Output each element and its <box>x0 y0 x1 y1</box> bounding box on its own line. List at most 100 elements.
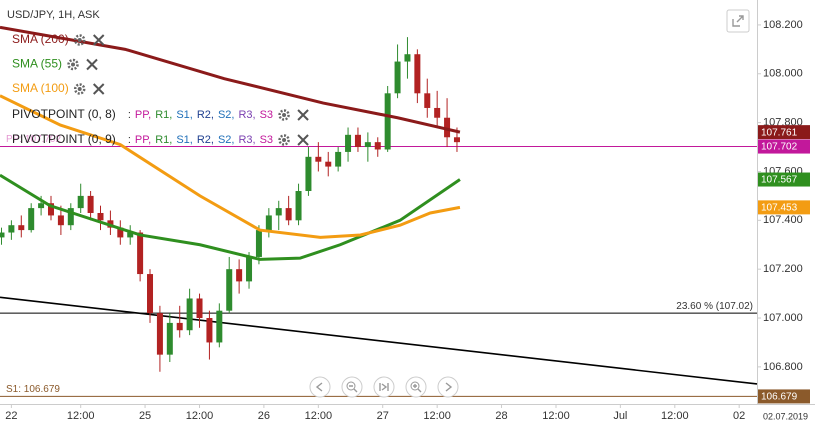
pivot-name[interactable]: PIVOTPOINT (0, 8) <box>12 107 116 121</box>
date-label: 02.07.2019 <box>763 411 808 421</box>
level-label: S1: 106.679 <box>6 384 60 395</box>
pivot-level: S3 <box>260 109 273 121</box>
price-label-box <box>758 389 810 404</box>
legend-settings[interactable] <box>73 34 86 46</box>
candle-body <box>404 54 411 62</box>
candle-body <box>265 215 272 231</box>
candle-body <box>295 191 302 221</box>
candle-body <box>156 313 163 355</box>
y-tick-label: 108.000 <box>763 68 803 80</box>
pivot-remove[interactable] <box>297 134 309 146</box>
gear <box>67 58 79 71</box>
candle-body <box>87 195 94 213</box>
gear-hub <box>77 87 82 91</box>
candle-body <box>28 208 35 231</box>
x-icon <box>297 109 309 121</box>
legend-entry[interactable]: SMA (55) <box>12 57 62 71</box>
pivot-level: S2, <box>218 134 235 146</box>
y-tick-label: 107.400 <box>763 214 803 226</box>
candle-body <box>226 269 233 311</box>
pivot-remove[interactable] <box>297 109 309 121</box>
pivot-level: PP, <box>135 134 151 146</box>
gear <box>278 134 290 146</box>
candle-body <box>255 230 262 257</box>
candle-body <box>364 142 371 148</box>
legend-remove[interactable] <box>92 34 105 46</box>
candle-body <box>335 151 342 167</box>
candle-body <box>434 107 441 118</box>
gear <box>73 83 86 95</box>
pivot-level: S1, <box>176 134 193 146</box>
scroll-left-button[interactable] <box>309 376 331 398</box>
candle-body <box>236 269 243 282</box>
pivot-level: R3, <box>238 134 255 146</box>
candle-body <box>216 310 223 343</box>
pivot-prefix: : <box>128 109 131 121</box>
gear-hub <box>77 38 82 42</box>
candle-body <box>285 208 292 221</box>
candle-body <box>345 134 352 152</box>
price-label-box <box>758 139 810 154</box>
candle-body <box>147 274 154 314</box>
legend-remove[interactable] <box>86 58 98 71</box>
price-label-box <box>758 125 810 140</box>
gear <box>73 34 86 46</box>
candle-body <box>57 215 64 226</box>
x-icon <box>297 134 309 146</box>
x-tick-label: 12:00 <box>542 410 570 422</box>
candle-body <box>315 156 322 162</box>
price-label: 107.567 <box>761 175 798 186</box>
expand-button[interactable] <box>726 9 750 33</box>
plot-area: PP: 107.702 23.60 % (107.02) S1: 106.679 <box>0 25 758 397</box>
candle-body <box>246 256 253 282</box>
pivot-level: R2, <box>197 134 214 146</box>
zoom-in-button[interactable] <box>405 376 427 398</box>
candle-body <box>305 156 312 192</box>
legend-settings[interactable] <box>67 58 79 71</box>
overlay: USD/JPY, 1H, ASK SMA (200) SMA (55) SMA (10… <box>7 9 309 146</box>
legend-settings[interactable] <box>73 83 86 95</box>
candle-body <box>384 93 391 150</box>
zoom-out-button[interactable] <box>341 376 363 398</box>
x-tick-label: 27 <box>377 410 389 422</box>
candle-body <box>67 208 74 226</box>
sma-line <box>0 173 461 261</box>
candle-body <box>374 142 381 150</box>
x-tick-label: 22 <box>5 410 17 422</box>
x-tick-label: 25 <box>139 410 151 422</box>
legend-entry[interactable]: SMA (100) <box>12 81 69 95</box>
x-icon <box>92 34 105 46</box>
x-tick-label: Jul <box>613 410 627 422</box>
x-tick-label: 12:00 <box>305 410 333 422</box>
candle-body <box>453 137 460 143</box>
candle-body <box>206 318 213 343</box>
x-icon <box>86 58 98 71</box>
scroll-right-button[interactable] <box>437 376 459 398</box>
reset-button[interactable] <box>373 376 395 398</box>
y-tick-label: 106.800 <box>763 361 803 373</box>
pivot-prefix: : <box>128 134 131 146</box>
candle-body <box>444 117 451 138</box>
level-label: 23.60 % (107.02) <box>676 301 753 312</box>
y-tick-label: 108.200 <box>763 19 803 31</box>
pivot-name[interactable]: PIVOTPOINT (0, 9) <box>12 132 116 146</box>
price-label-box <box>758 172 810 187</box>
pivot-settings[interactable] <box>278 109 290 121</box>
pivot-settings[interactable] <box>278 134 290 146</box>
trendline <box>0 296 758 385</box>
legend-entry[interactable]: SMA (200) <box>12 32 69 46</box>
candle-body <box>127 232 134 238</box>
price-label: 107.702 <box>761 142 798 153</box>
sma-line <box>0 94 461 239</box>
price-label: 107.453 <box>761 203 798 214</box>
y-tick-label: 107.200 <box>763 263 803 275</box>
chart-title: USD/JPY, 1H, ASK <box>7 9 100 21</box>
candle-body <box>354 134 361 148</box>
candle-body <box>186 298 193 331</box>
y-tick-label: 107.000 <box>763 312 803 324</box>
legend-remove[interactable] <box>92 83 105 95</box>
candle-body <box>275 208 282 216</box>
candle-body <box>166 322 173 355</box>
candle-body <box>414 54 421 94</box>
